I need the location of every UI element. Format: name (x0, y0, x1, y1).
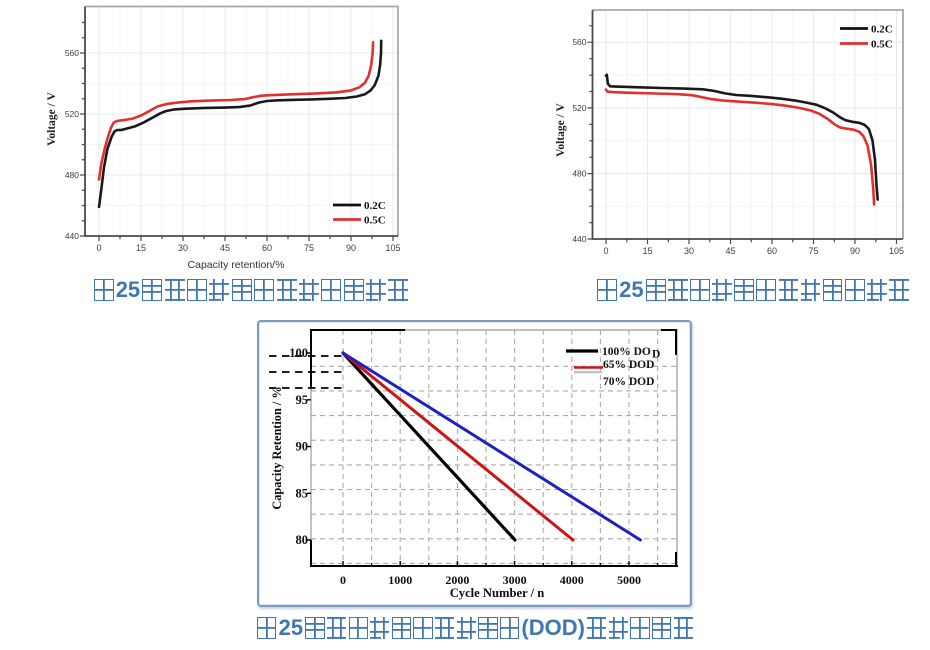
svg-text:5000: 5000 (617, 573, 641, 587)
svg-text:Capacity Retention / %: Capacity Retention / % (270, 386, 284, 509)
svg-text:1000: 1000 (388, 573, 412, 587)
svg-text:520: 520 (572, 103, 586, 113)
svg-text:65% DOD: 65% DOD (603, 359, 654, 371)
svg-text:560: 560 (572, 37, 586, 47)
svg-text:30: 30 (178, 243, 188, 253)
svg-text:0.2C: 0.2C (364, 200, 386, 212)
svg-text:Cycle Number / n: Cycle Number / n (450, 586, 545, 600)
svg-text:440: 440 (65, 231, 79, 241)
svg-text:480: 480 (572, 169, 586, 179)
svg-text:520: 520 (65, 109, 79, 119)
svg-text:0.5C: 0.5C (871, 39, 893, 51)
svg-text:105: 105 (385, 243, 400, 253)
svg-text:Voltage / V: Voltage / V (555, 102, 567, 156)
svg-text:90: 90 (296, 440, 309, 454)
svg-text:Voltage / V: Voltage / V (46, 91, 58, 145)
svg-text:30: 30 (684, 246, 694, 256)
svg-text:560: 560 (65, 48, 79, 58)
svg-text:3000: 3000 (503, 573, 527, 587)
svg-text:15: 15 (642, 246, 652, 256)
svg-text:0: 0 (340, 573, 346, 587)
svg-text:80: 80 (296, 533, 309, 547)
svg-text:440: 440 (572, 234, 586, 244)
svg-text:100% DO: 100% DO (602, 346, 651, 358)
svg-text:0: 0 (603, 246, 608, 256)
svg-text:60: 60 (262, 243, 272, 253)
svg-text:75: 75 (304, 243, 314, 253)
svg-text:90: 90 (346, 243, 356, 253)
svg-text:85: 85 (296, 486, 309, 500)
svg-text:D: D (652, 349, 660, 361)
svg-text:45: 45 (220, 243, 230, 253)
svg-text:45: 45 (725, 246, 735, 256)
svg-text:0.2C: 0.2C (871, 24, 893, 36)
svg-text:15: 15 (136, 243, 146, 253)
svg-text:90: 90 (850, 246, 860, 256)
svg-text:70% DOD: 70% DOD (603, 376, 654, 388)
svg-text:Capacity retention/%: Capacity retention/% (188, 259, 285, 271)
svg-text:105: 105 (889, 246, 904, 256)
svg-text:480: 480 (65, 170, 79, 180)
svg-text:4000: 4000 (560, 573, 584, 587)
svg-text:75: 75 (808, 246, 818, 256)
svg-text:100: 100 (289, 346, 308, 360)
svg-text:95: 95 (296, 393, 309, 407)
svg-text:60: 60 (767, 246, 777, 256)
svg-text:0.5C: 0.5C (364, 215, 386, 227)
svg-text:0: 0 (96, 243, 101, 253)
svg-text:2000: 2000 (445, 573, 469, 587)
